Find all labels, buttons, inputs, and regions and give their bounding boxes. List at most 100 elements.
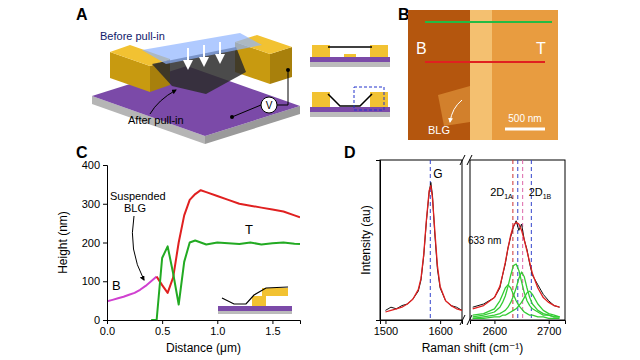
arrow xyxy=(450,100,462,122)
axis-break xyxy=(460,155,465,165)
tick-mark xyxy=(103,204,107,205)
schematic: Before pull-in After pull-in V xyxy=(92,30,300,144)
label: Suspended xyxy=(110,190,166,202)
electrode xyxy=(312,92,330,107)
y-tick: 200 xyxy=(82,237,107,249)
axis-line xyxy=(381,321,463,325)
arrow xyxy=(203,45,205,65)
line-cut xyxy=(425,61,545,63)
tick-label: 1600 xyxy=(428,325,452,337)
label: T xyxy=(245,222,253,237)
chart: 1500 1600 Intensity (au) Raman shift (cm⁻¹)… xyxy=(359,155,523,355)
oxide xyxy=(310,57,390,62)
series-line xyxy=(385,186,462,312)
oxide xyxy=(310,107,390,112)
label: A xyxy=(76,6,88,23)
flake xyxy=(438,86,470,126)
y-tick: 300 xyxy=(82,198,107,210)
x-tick: 1.0 xyxy=(210,320,225,337)
electrode xyxy=(370,45,388,57)
axis-line xyxy=(376,161,381,321)
x-axis: 0.00.51.01.5 xyxy=(100,320,301,337)
afm-image: BTBLG500 nm xyxy=(408,10,558,140)
cross-section xyxy=(310,87,390,117)
tick-label: 2600 xyxy=(483,325,507,337)
y-tick: 100 xyxy=(82,275,107,287)
label-sub: 1B xyxy=(543,193,552,200)
axis-line xyxy=(103,166,108,321)
graphene xyxy=(222,287,288,304)
graphene xyxy=(328,46,372,48)
tick-mark xyxy=(103,243,107,244)
label: Before pull-in xyxy=(100,30,165,42)
wire xyxy=(277,105,288,106)
axis-title: Height (nm) xyxy=(56,211,70,274)
y-axis xyxy=(376,161,381,321)
label: 633 nm xyxy=(468,235,501,246)
axis-title: Intensity (au) xyxy=(359,205,373,274)
axis-line xyxy=(108,321,301,325)
plot-frame xyxy=(470,160,565,320)
label: T xyxy=(536,40,546,57)
wire xyxy=(232,105,261,117)
label: G xyxy=(433,167,442,181)
reference-line xyxy=(522,160,523,320)
tick-label: 2700 xyxy=(537,325,561,337)
arrow xyxy=(150,90,176,114)
tick-mark xyxy=(272,320,273,324)
arrow xyxy=(132,216,144,280)
tick-mark xyxy=(385,320,386,324)
figure: ABCDBefore pull-inAfter pull-inVBTBLG500… xyxy=(0,0,640,360)
x-axis: 2600 2700 xyxy=(471,320,566,337)
label: 2D1A xyxy=(490,186,513,200)
plot-frame xyxy=(380,160,462,320)
tick-label: 1500 xyxy=(374,325,398,337)
label: B xyxy=(112,278,121,293)
reference-line xyxy=(517,160,518,320)
afm-bottom xyxy=(408,10,470,140)
label: 500 nm xyxy=(508,113,541,124)
x-tick: 2600 xyxy=(483,320,507,337)
tick-label: 1.5 xyxy=(265,325,280,337)
axis-title: Raman shift (cm⁻¹) xyxy=(422,341,524,355)
contact xyxy=(230,115,234,119)
x-tick: 1600 xyxy=(428,320,452,337)
afm-edge xyxy=(470,10,492,140)
x-tick: 1.5 xyxy=(265,320,280,337)
substrate xyxy=(310,112,390,117)
scale-bar xyxy=(505,128,545,131)
tick-mark xyxy=(217,320,218,324)
label: B xyxy=(416,40,427,57)
electrode xyxy=(252,296,266,306)
electrode xyxy=(262,288,288,296)
afm-bg xyxy=(408,10,558,140)
axis-break xyxy=(460,315,465,325)
tick-label: 400 xyxy=(82,159,100,171)
x-axis: 1500 1600 xyxy=(374,320,463,337)
tick-mark xyxy=(549,320,550,324)
label: B xyxy=(398,6,410,23)
panel-labels: ABCD xyxy=(76,6,410,161)
series-line xyxy=(107,277,157,302)
substrate xyxy=(218,311,292,314)
afm-top xyxy=(492,10,558,140)
gate xyxy=(344,54,356,57)
label: After pull-in xyxy=(128,114,184,126)
tick-mark xyxy=(494,320,495,324)
tick-label: 0 xyxy=(94,314,100,326)
series-line xyxy=(157,190,300,293)
cross-section xyxy=(310,45,390,67)
contact xyxy=(286,68,290,72)
axis-line xyxy=(471,321,566,325)
electrode xyxy=(312,45,330,57)
inset xyxy=(218,287,292,314)
label: V xyxy=(266,100,273,111)
tick-mark xyxy=(440,320,441,324)
arrow xyxy=(219,42,221,62)
label-main: 2D xyxy=(529,186,543,198)
tick-label: 100 xyxy=(82,275,100,287)
label: BLG xyxy=(124,202,146,214)
x-tick: 0.5 xyxy=(155,320,170,337)
line-cut xyxy=(425,21,552,23)
plot-area xyxy=(473,160,560,320)
